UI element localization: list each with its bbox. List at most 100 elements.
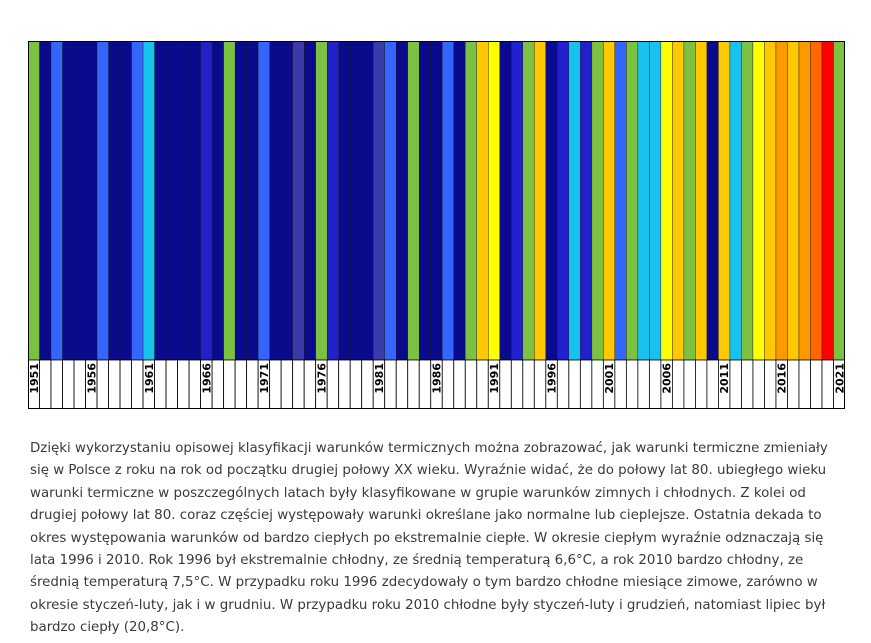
label-cell-2015: [764, 359, 777, 409]
stripe-1982: [384, 41, 397, 361]
tick-label-1986: 1986: [431, 363, 444, 394]
label-cell-1984: [407, 359, 420, 409]
stripe-2016: [775, 41, 788, 361]
stripe-1978: [338, 41, 351, 361]
label-cell-1979: [349, 359, 363, 409]
stripe-1963: [165, 41, 178, 361]
tick-label-2011: 2011: [718, 363, 731, 394]
label-cell-2009: [695, 359, 708, 409]
stripe-1956: [85, 41, 98, 361]
label-cell-1994: [522, 359, 535, 409]
label-cell-1972: [269, 359, 282, 409]
warming-stripes-chart: 1951 1956 1961 1966 1971 1976 1981 1986 1991 1996…: [28, 41, 845, 409]
label-cell-1977: [326, 359, 340, 409]
stripe-2014: [752, 41, 765, 361]
label-cell-1960: [131, 359, 144, 409]
stripe-1980: [361, 41, 374, 361]
label-cell-1992: [499, 359, 512, 409]
stripe-1975: [303, 41, 316, 361]
stripe-2010: [706, 41, 719, 361]
stripe-2008: [683, 41, 696, 361]
label-cell-2000: [591, 359, 604, 409]
stripe-1954: [62, 41, 75, 361]
label-cell-2013: [741, 359, 754, 409]
stripe-2011: [718, 41, 731, 361]
stripe-1991: [488, 41, 501, 361]
tick-label-1971: 1971: [258, 363, 271, 394]
label-cell-1965: [188, 359, 202, 409]
stripe-1966: [200, 41, 213, 361]
stripe-1995: [534, 41, 547, 361]
chart-description: Dzięki wykorzystaniu opisowej klasyfikac…: [30, 441, 828, 636]
label-cell-1952: [39, 359, 52, 409]
chart-frame: [28, 41, 845, 409]
stripe-1989: [465, 41, 478, 361]
label-cell-2004: [637, 359, 650, 409]
label-cell-1993: [510, 359, 524, 409]
label-cell-1962: [154, 359, 167, 409]
stripes-group: [28, 41, 845, 361]
stripe-1959: [119, 41, 132, 361]
stripe-1972: [269, 41, 282, 361]
tick-label-2006: 2006: [661, 363, 674, 394]
label-cell-1958: [108, 359, 121, 409]
label-cell-1998: [568, 359, 581, 409]
label-cell-1963: [165, 359, 178, 409]
stripe-1964: [177, 41, 190, 361]
tick-label-2001: 2001: [603, 363, 616, 394]
stripe-1996: [545, 41, 558, 361]
tick-label-1951: 1951: [28, 363, 41, 394]
tick-label-2021: 2021: [833, 363, 845, 394]
stripe-2017: [787, 41, 800, 361]
label-cell-2005: [648, 359, 662, 409]
label-cell-2003: [625, 359, 639, 409]
label-cell-2002: [614, 359, 627, 409]
label-cell-1999: [579, 359, 593, 409]
stripe-1971: [257, 41, 270, 361]
label-cell-1967: [211, 359, 225, 409]
label-cell-1969: [234, 359, 248, 409]
stripe-2003: [626, 41, 639, 361]
stripe-1983: [396, 41, 408, 361]
tick-label-2016: 2016: [776, 363, 789, 394]
label-cell-2010: [706, 359, 719, 409]
stripe-1979: [350, 41, 362, 361]
stripe-2021: [833, 41, 845, 361]
label-cell-1988: [453, 359, 466, 409]
stripe-1974: [292, 41, 305, 361]
label-cell-1997: [556, 359, 570, 409]
label-cell-1978: [338, 359, 351, 409]
stripe-2001: [603, 41, 616, 361]
label-cell-1982: [384, 359, 397, 409]
stripe-1951: [28, 41, 40, 361]
stripe-2007: [672, 41, 685, 361]
stripe-2015: [764, 41, 777, 361]
label-cell-1957: [96, 359, 109, 409]
stripe-1988: [453, 41, 466, 361]
stripe-1992: [499, 41, 512, 361]
stripe-1965: [188, 41, 201, 361]
stripe-2013: [741, 41, 754, 361]
stripe-2006: [660, 41, 673, 361]
label-cell-1970: [246, 359, 259, 409]
stripe-1955: [73, 41, 86, 361]
label-cell-1990: [476, 359, 489, 409]
label-cell-1987: [441, 359, 455, 409]
stripe-1973: [280, 41, 293, 361]
label-cell-1973: [280, 359, 294, 409]
stripe-1953: [50, 41, 63, 361]
stripe-1985: [419, 41, 431, 361]
stripe-1984: [407, 41, 420, 361]
label-cell-2012: [729, 359, 742, 409]
stripe-1957: [96, 41, 109, 361]
stripe-2009: [695, 41, 708, 361]
stripe-1981: [373, 41, 385, 361]
stripe-1958: [108, 41, 121, 361]
stripe-1969: [234, 41, 247, 361]
label-cell-1989: [464, 359, 478, 409]
year-label-row: 1951 1956 1961 1966 1971 1976 1981 1986 1991 1996…: [28, 359, 845, 409]
label-cell-1954: [62, 359, 75, 409]
stripe-1994: [522, 41, 535, 361]
tick-label-1956: 1956: [85, 363, 98, 394]
stripe-1970: [246, 41, 259, 361]
